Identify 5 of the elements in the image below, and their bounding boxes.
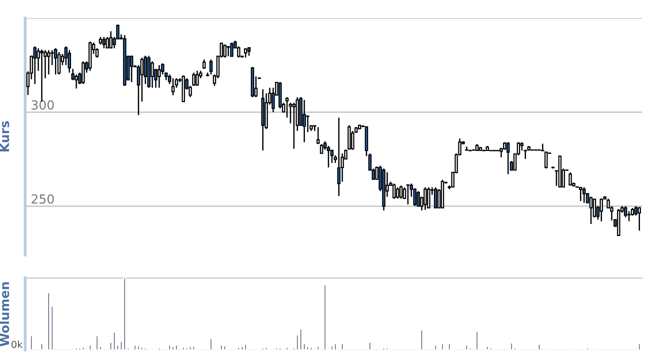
y-axis-title: Kurs — [0, 121, 10, 152]
y-tick-label: 250 — [32, 194, 54, 204]
y-axis-title: Wolumen — [0, 282, 10, 346]
y-tick-label: 300 — [32, 100, 54, 110]
text: 0k — [12, 340, 23, 348]
